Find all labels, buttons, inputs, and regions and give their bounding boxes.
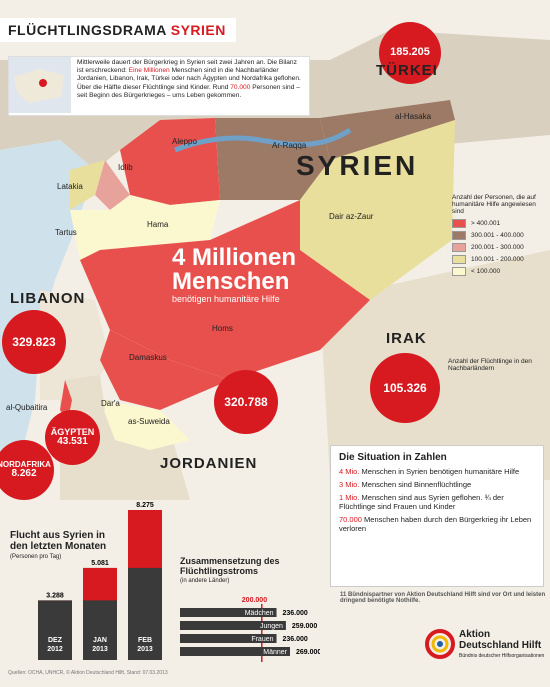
situation-item: 1 Mio. Menschen sind aus Syrien geflohen… [339,493,535,511]
label-lebanon: LIBANON [10,290,85,307]
city-label: Idlib [118,163,133,172]
legend-swatch [452,219,466,228]
legend-item: > 400.001 [452,219,547,228]
tick-label: Frauen [251,636,273,643]
iraq-note: Anzahl der Flüchtlinge in den Nachbarlän… [448,358,548,372]
tick-label: 2012 [47,646,63,653]
legend-label: 200.001 - 300.000 [471,244,524,251]
headline-block: 4 Millionen Menschen benötigen humanitär… [172,246,296,304]
city-label: Hama [147,220,168,229]
title-part2: SYRIEN [171,22,226,38]
page-title: FLÜCHTLINGSDRAMA SYRIEN [0,18,236,42]
legend-swatch [452,267,466,276]
legend-item: 200.001 - 300.000 [452,243,547,252]
legend-label: 300.001 - 400.000 [471,232,524,239]
egypt-value: 43.531 [57,437,88,448]
headline-sub: benötigen humanitäre Hilfe [172,294,296,304]
city-label: al-Qubaitira [6,403,47,412]
tick-label: Jungen [260,623,283,630]
situation-item: 3 Mio. Menschen sind Binnenflüchtlinge [339,480,535,489]
headline-big2: Menschen [172,270,296,294]
legend: Anzahl der Personen, die auf humanitäre … [452,194,547,279]
situation-number: 1 Mio. [339,493,359,502]
data-label: 3.288 [46,592,64,599]
legend-item: 100.001 - 200.000 [452,255,547,264]
city-label: Damaskus [129,353,167,362]
situation-number: 70.000 [339,515,362,524]
locator-map-icon [9,57,71,113]
situation-item: 70.000 Menschen haben durch den Bürgerkr… [339,515,535,533]
city-label: Tartus [55,228,77,237]
tick-label: Mädchen [245,610,274,617]
intro-text: Mittlerweile dauert der Bürgerkrieg in S… [77,59,303,113]
logo-icon [425,629,455,659]
city-label: Latakia [57,182,83,191]
label-syria: SYRIEN [296,150,418,182]
label-jordan: JORDANIEN [160,455,257,472]
legend-item: < 100.000 [452,267,547,276]
tick-label: 2013 [137,646,153,653]
title-part1: FLÜCHTLINGSDRAMA [8,22,166,38]
lebanon-bubble: 329.823 [2,310,66,374]
city-label: Ar-Raqqa [272,141,306,150]
label-turkey: TÜRKEI [376,62,438,79]
situation-number: 3 Mio. [339,480,359,489]
situation-item: 4 Mio. Menschen in Syrien benötigen huma… [339,467,535,476]
city-label: Homs [212,324,233,333]
logo-line1: Aktion [459,629,544,640]
situation-text: Menschen in Syrien benötigen humanitäre … [359,467,519,476]
tick-label: FEB [138,637,152,644]
tick-label: DEZ [48,637,63,644]
legend-label: > 400.001 [471,220,500,227]
partner-note: 11 Bündnispartner von Aktion Deutschland… [340,592,550,604]
intro-box: Mittlerweile dauert der Bürgerkrieg in S… [8,56,310,116]
footer: Quellen: OCHA, UNHCR, © Aktion Deutschla… [8,670,168,676]
city-label: al-Hasaka [395,112,431,121]
data-label: 5.081 [91,560,109,567]
situation-number: 4 Mio. [339,467,359,476]
data-label: 8.275 [136,502,154,509]
logo-line3: Bündnis deutscher Hilfsorganisationen [459,651,544,662]
aktion-logo: Aktion Deutschland Hilft Bündnis deutsch… [425,625,545,665]
tick-label: 2013 [92,646,108,653]
charts: 3.288 DEZ 2012 5.081 JAN 2013 8.275 FEB 2013 200.… [0,480,320,670]
data-label: 269.000 [296,649,320,656]
logo-line2: Deutschland Hilft [459,640,544,651]
situation-title: Die Situation in Zahlen [339,452,535,463]
legend-swatch [452,243,466,252]
situation-box: Die Situation in Zahlen 4 Mio. Menschen … [330,445,544,587]
nafrica-value: 8.262 [11,469,36,480]
legend-item: 300.001 - 400.000 [452,231,547,240]
situation-text: Menschen sind Binnenflüchtlinge [359,480,471,489]
label-iraq: IRAK [386,330,427,347]
legend-swatch [452,231,466,240]
legend-title: Anzahl der Personen, die auf humanitäre … [452,194,547,215]
headline-big1: 4 Millionen [172,246,296,270]
city-label: Dar'a [101,399,120,408]
legend-label: < 100.000 [471,268,500,275]
data-label: 259.000 [292,623,317,630]
legend-label: 100.001 - 200.000 [471,256,524,263]
legend-swatch [452,255,466,264]
egypt-bubble: ÄGYPTEN 43.531 [45,410,100,465]
tick-label: JAN [93,637,107,644]
data-label: 236.000 [283,636,308,643]
city-label: Aleppo [172,137,197,146]
jordan-bubble: 320.788 [214,370,278,434]
city-label: Dair az-Zaur [329,212,373,221]
reference-label: 200.000 [242,597,267,604]
situation-text: Menschen sind aus Syrien geflohen. ¾ der… [339,493,504,511]
data-label: 236.000 [283,610,308,617]
city-label: as-Suweida [128,417,170,426]
situation-text: Menschen haben durch den Bürgerkrieg ihr… [339,515,531,533]
iraq-bubble: 105.326 [370,353,440,423]
tick-label: Männer [263,649,287,656]
